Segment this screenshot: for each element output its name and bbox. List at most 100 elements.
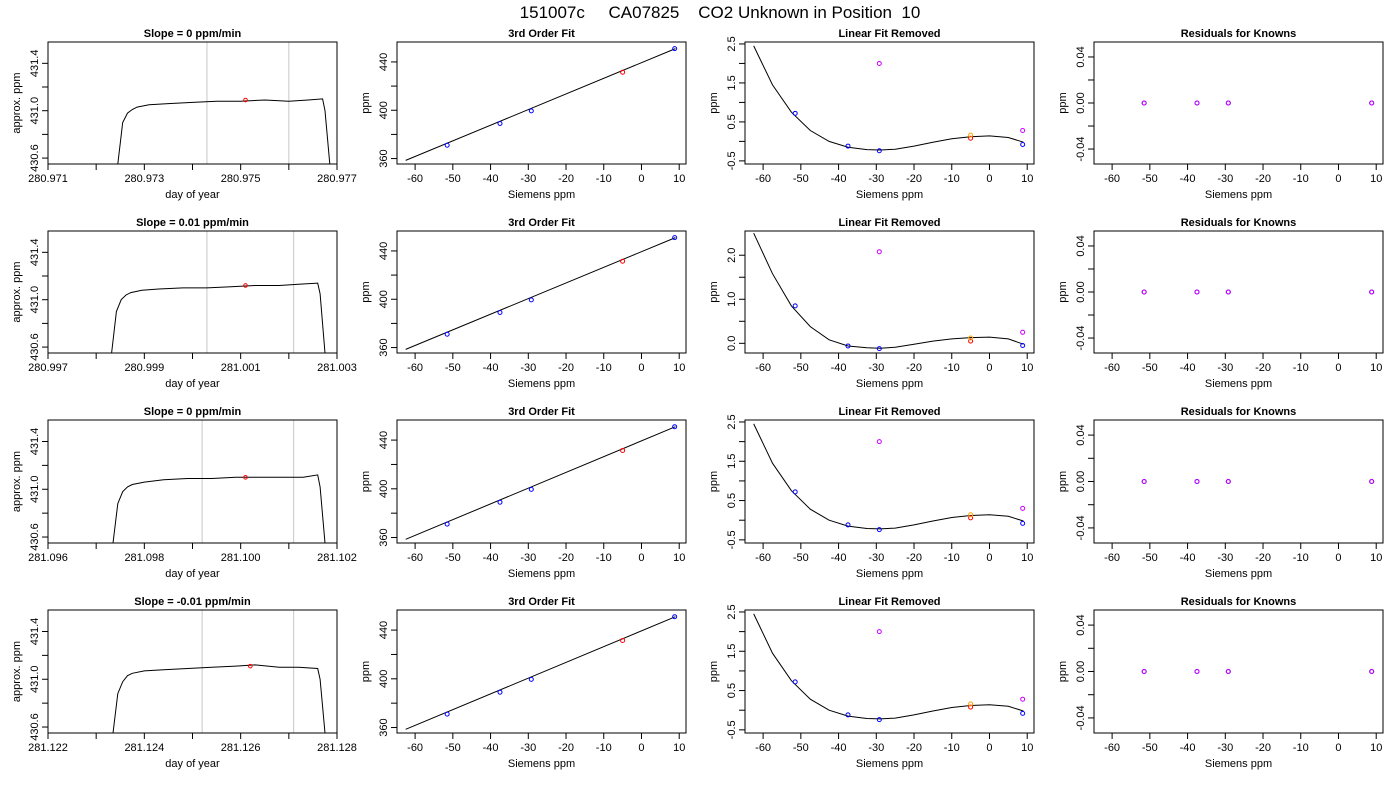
plot-frame bbox=[47, 41, 338, 165]
y-tick-label: 431.0 bbox=[29, 286, 41, 314]
data-point bbox=[876, 629, 882, 635]
x-tick-label: -20 bbox=[906, 742, 922, 754]
y-axis-label: approx. ppm bbox=[11, 261, 23, 322]
x-tick-label: 281.001 bbox=[221, 362, 261, 374]
x-tick-label: 10 bbox=[1021, 552, 1033, 564]
x-tick-label: -10 bbox=[1293, 742, 1309, 754]
x-tick-label: 10 bbox=[1021, 362, 1033, 374]
y-axis-label: ppm bbox=[708, 661, 720, 682]
figure-title: 151007c CA07825 CO2 Unknown in Position … bbox=[520, 3, 921, 22]
x-tick-label: 10 bbox=[1370, 742, 1382, 754]
chart-panel-9: Slope = 0 ppm/min 281.096 281.098 281.100 28… bbox=[11, 406, 357, 580]
y-tick-label: 1.5 bbox=[726, 454, 738, 469]
data-point bbox=[1225, 669, 1231, 674]
chart-panel-10: 3rd Order Fit -60 -50 -40 -30 -20 -10 0 10 Siemen… bbox=[360, 406, 687, 580]
x-tick-label: 0 bbox=[1335, 173, 1341, 185]
x-tick-label: 0 bbox=[1335, 552, 1341, 564]
data-point bbox=[248, 663, 253, 669]
x-tick-label: -40 bbox=[1180, 362, 1196, 374]
chart-panel-5: Slope = 0.01 ppm/min 280.997 280.999 281.00… bbox=[11, 217, 357, 390]
x-tick-label: 280.977 bbox=[317, 173, 357, 185]
data-point bbox=[620, 258, 626, 264]
panel-title: 3rd Order Fit bbox=[508, 28, 575, 40]
data-point bbox=[1369, 100, 1375, 106]
plot-frame bbox=[396, 41, 687, 165]
x-tick-label: -60 bbox=[1104, 362, 1120, 374]
x-tick-label: -60 bbox=[1104, 173, 1120, 185]
data-point bbox=[1225, 479, 1231, 484]
x-tick-label: -50 bbox=[445, 362, 461, 374]
data-point bbox=[792, 679, 798, 685]
data-point bbox=[497, 121, 503, 127]
fit-curve bbox=[753, 613, 1024, 720]
y-tick-label: -0.5 bbox=[726, 720, 738, 739]
data-point bbox=[1020, 710, 1026, 716]
y-tick-label: -0.5 bbox=[726, 151, 738, 170]
plot-frame bbox=[1093, 609, 1384, 734]
data-point bbox=[876, 527, 882, 533]
y-tick-label: 0.04 bbox=[1075, 46, 1087, 67]
x-tick-label: 10 bbox=[1021, 173, 1033, 185]
x-tick-label: -30 bbox=[868, 552, 884, 564]
x-tick-label: -30 bbox=[1217, 552, 1233, 564]
data-point bbox=[876, 60, 882, 66]
x-tick-label: 281.126 bbox=[221, 742, 261, 754]
x-tick-label: 10 bbox=[1370, 362, 1382, 374]
x-tick-label: 281.124 bbox=[124, 742, 164, 754]
chart-panel-13: Slope = -0.01 ppm/min 281.122 281.124 281.1… bbox=[11, 596, 357, 770]
y-tick-label: 1.0 bbox=[726, 292, 738, 307]
y-axis-label: ppm bbox=[360, 471, 372, 492]
data-point bbox=[497, 689, 503, 695]
x-tick-label: 281.098 bbox=[124, 552, 164, 564]
data-point bbox=[243, 475, 248, 480]
data-point bbox=[1194, 669, 1200, 674]
data-point bbox=[968, 335, 974, 341]
x-tick-label: -10 bbox=[1293, 173, 1309, 185]
x-tick-label: -10 bbox=[596, 362, 612, 374]
data-point bbox=[1020, 696, 1026, 702]
data-point bbox=[444, 711, 450, 717]
y-tick-label: 431.4 bbox=[29, 428, 41, 456]
data-point bbox=[792, 110, 798, 116]
y-tick-label: 431.4 bbox=[29, 50, 41, 78]
x-tick-label: -50 bbox=[445, 742, 461, 754]
data-point bbox=[620, 637, 626, 643]
fit-line bbox=[405, 616, 676, 730]
x-tick-label: 0 bbox=[638, 742, 644, 754]
y-tick-label: -0.5 bbox=[726, 530, 738, 549]
x-tick-label: 0 bbox=[638, 552, 644, 564]
x-tick-label: -10 bbox=[944, 173, 960, 185]
y-tick-label: 400 bbox=[378, 480, 390, 498]
x-tick-label: -20 bbox=[558, 362, 574, 374]
data-point bbox=[528, 297, 534, 303]
plot-frame bbox=[396, 419, 687, 544]
y-tick-label: 0.0 bbox=[726, 336, 738, 351]
data-point bbox=[1020, 329, 1026, 335]
x-tick-label: -20 bbox=[1255, 173, 1271, 185]
y-tick-label: 431.4 bbox=[29, 239, 41, 267]
x-tick-label: -50 bbox=[1142, 362, 1158, 374]
x-tick-label: 281.003 bbox=[317, 362, 357, 374]
data-point bbox=[968, 515, 974, 521]
plot-frame bbox=[744, 419, 1035, 544]
x-tick-label: 280.997 bbox=[28, 362, 68, 374]
y-tick-label: -0.04 bbox=[1075, 705, 1087, 730]
x-tick-label: -30 bbox=[520, 362, 536, 374]
panel-title: Residuals for Knowns bbox=[1181, 596, 1297, 608]
x-tick-label: 280.973 bbox=[124, 173, 164, 185]
y-tick-label: 400 bbox=[378, 290, 390, 308]
x-tick-label: -50 bbox=[793, 552, 809, 564]
chart-panel-1: Slope = 0 ppm/min 280.971 280.973 280.975 28… bbox=[11, 28, 357, 201]
x-tick-label: 280.999 bbox=[124, 362, 164, 374]
x-axis-label: day of year bbox=[165, 568, 220, 580]
x-tick-label: -60 bbox=[1104, 742, 1120, 754]
data-point bbox=[968, 704, 974, 710]
panel-title: Slope = 0 ppm/min bbox=[144, 406, 242, 418]
x-tick-label: -30 bbox=[520, 552, 536, 564]
chart-panel-4: Residuals for Knowns -60 -50 -40 -30 -20 -10 0 1… bbox=[1057, 28, 1384, 201]
data-point bbox=[1194, 479, 1200, 484]
y-tick-label: 2.5 bbox=[726, 414, 738, 429]
panel-title: Slope = -0.01 ppm/min bbox=[134, 596, 251, 608]
y-tick-label: 360 bbox=[378, 528, 390, 546]
